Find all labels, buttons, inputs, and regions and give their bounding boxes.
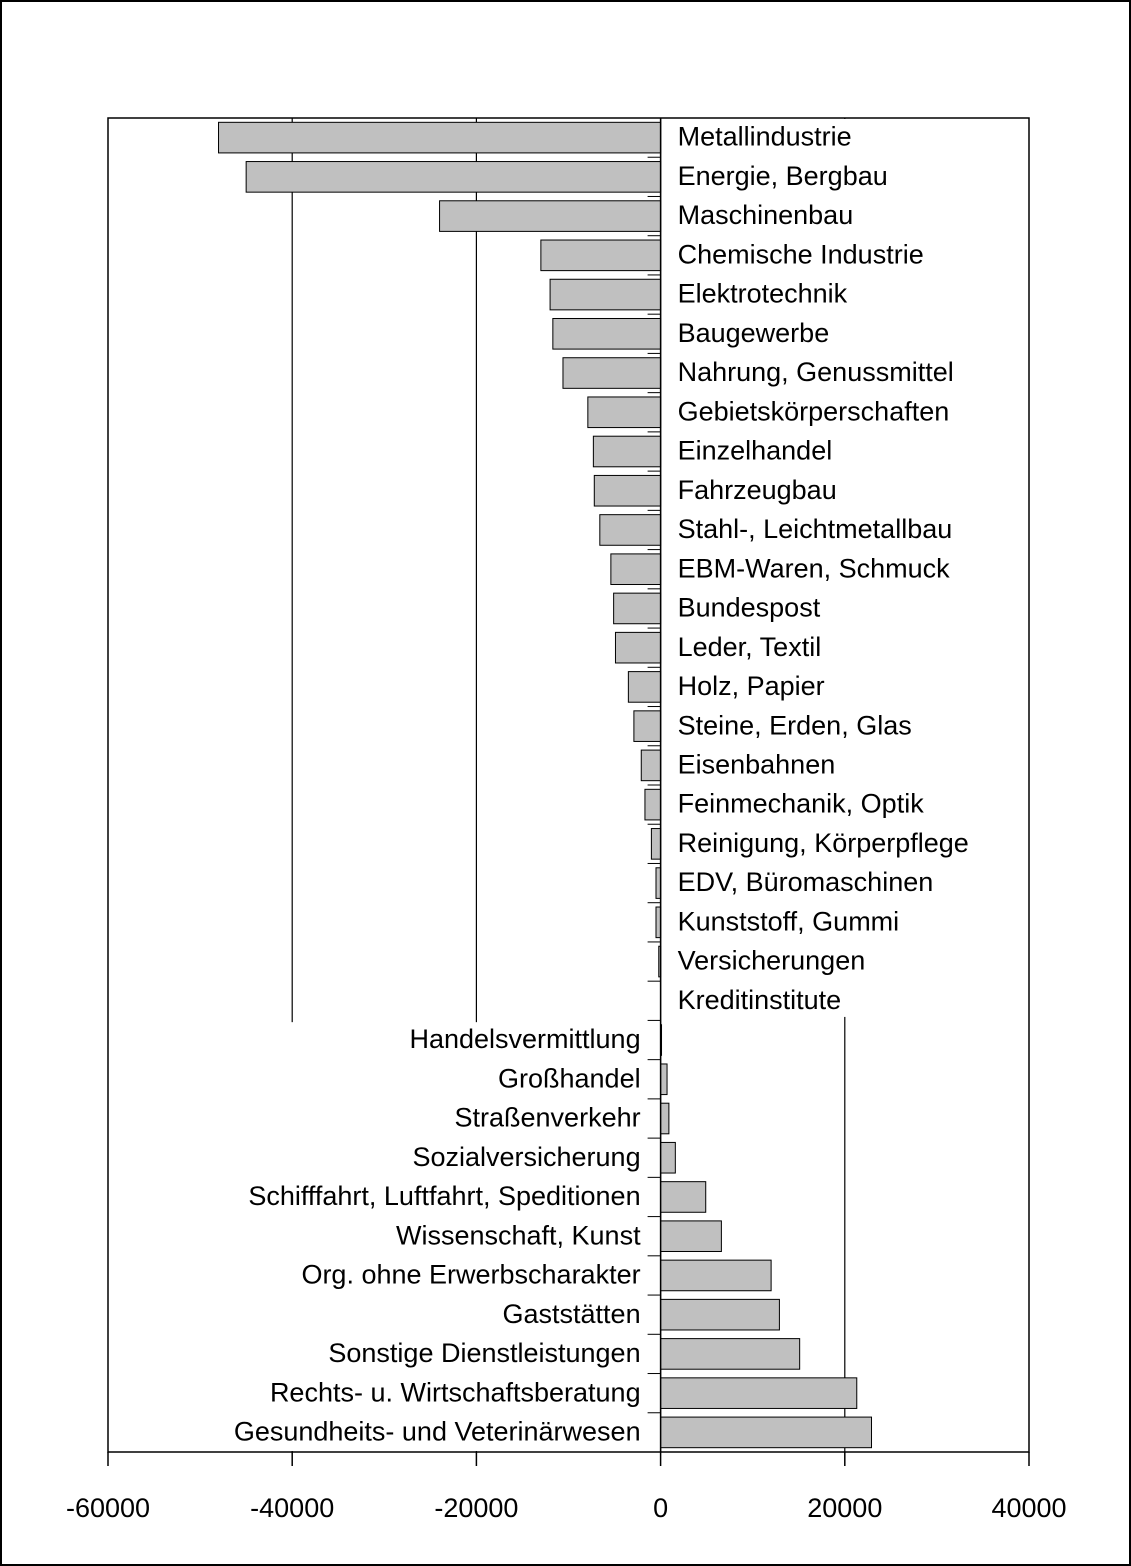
category-label: Gaststätten bbox=[503, 1299, 641, 1329]
category-label: Leder, Textil bbox=[678, 632, 822, 662]
category-label: Metallindustrie bbox=[678, 122, 852, 152]
category-label: Holz, Papier bbox=[678, 671, 825, 701]
category-label: Bundespost bbox=[678, 593, 821, 623]
category-label: Nahrung, Genussmittel bbox=[678, 357, 954, 387]
label-background bbox=[229, 1022, 647, 1451]
bar bbox=[633, 710, 662, 742]
bar bbox=[627, 671, 662, 703]
bar bbox=[640, 749, 662, 782]
bar bbox=[650, 828, 662, 860]
bar bbox=[218, 121, 662, 154]
bar bbox=[552, 317, 662, 350]
category-label: Kreditinstitute bbox=[678, 985, 842, 1015]
bar bbox=[439, 200, 662, 232]
category-label: Schifffahrt, Luftfahrt, Speditionen bbox=[248, 1181, 640, 1211]
bar bbox=[592, 435, 662, 468]
bar bbox=[587, 396, 662, 429]
bar bbox=[549, 278, 662, 311]
plot-area bbox=[107, 117, 1030, 1453]
category-label: Stahl-, Leichtmetallbau bbox=[678, 514, 953, 544]
bar bbox=[660, 1102, 670, 1135]
bar bbox=[540, 239, 662, 272]
category-label: Kunststoff, Gummi bbox=[678, 906, 900, 936]
bar bbox=[660, 1377, 858, 1409]
category-label: Steine, Erden, Glas bbox=[678, 710, 912, 740]
bar bbox=[660, 1416, 873, 1449]
category-label: Einzelhandel bbox=[678, 436, 833, 466]
bar bbox=[660, 1063, 668, 1096]
category-label: Chemische Industrie bbox=[678, 239, 924, 269]
x-tick-label: -40000 bbox=[250, 1493, 334, 1523]
bar bbox=[245, 161, 662, 193]
category-label: EDV, Büromaschinen bbox=[678, 867, 934, 897]
x-tick-label: -20000 bbox=[434, 1493, 518, 1523]
bar bbox=[599, 514, 662, 546]
category-label: Versicherungen bbox=[678, 946, 866, 976]
category-label: Org. ohne Erwerbscharakter bbox=[301, 1260, 640, 1290]
category-label: EBM-Waren, Schmuck bbox=[678, 553, 951, 583]
bar bbox=[614, 631, 662, 664]
bar bbox=[644, 788, 662, 821]
category-label: Maschinenbau bbox=[678, 200, 854, 230]
bar bbox=[660, 1259, 772, 1292]
category-label: Elektrotechnik bbox=[678, 279, 848, 309]
x-tick-label: 20000 bbox=[807, 1493, 882, 1523]
bar bbox=[562, 357, 662, 389]
category-label: Fahrzeugbau bbox=[678, 475, 837, 505]
bar bbox=[660, 1141, 676, 1174]
category-label: Eisenbahnen bbox=[678, 750, 836, 780]
x-tick-label: 40000 bbox=[991, 1493, 1066, 1523]
category-label: Handelsvermittlung bbox=[409, 1024, 640, 1054]
category-label: Gesundheits- und Veterinärwesen bbox=[234, 1417, 641, 1447]
category-label: Wissenschaft, Kunst bbox=[396, 1220, 641, 1250]
category-label: Großhandel bbox=[498, 1063, 641, 1093]
label-backgrounds bbox=[229, 119, 973, 1451]
bar bbox=[613, 592, 662, 625]
category-label: Straßenverkehr bbox=[455, 1103, 641, 1133]
category-label: Rechts- u. Wirtschaftsberatung bbox=[270, 1377, 641, 1407]
x-tick-label: 0 bbox=[653, 1493, 668, 1523]
category-label: Feinmechanik, Optik bbox=[678, 789, 925, 819]
bar bbox=[660, 1181, 707, 1213]
bar bbox=[660, 1338, 801, 1370]
label-background bbox=[662, 119, 973, 1017]
category-label: Reinigung, Körperpflege bbox=[678, 828, 969, 858]
category-label: Sozialversicherung bbox=[412, 1142, 640, 1172]
category-label: Sonstige Dienstleistungen bbox=[328, 1338, 640, 1368]
category-label: Energie, Bergbau bbox=[678, 161, 888, 191]
bar bbox=[610, 553, 662, 586]
x-tick-label: -60000 bbox=[66, 1493, 150, 1523]
category-label: Baugewerbe bbox=[678, 318, 830, 348]
bar bbox=[660, 1220, 722, 1253]
category-label: Gebietskörperschaften bbox=[678, 396, 950, 426]
bar bbox=[660, 1298, 780, 1331]
bar bbox=[593, 474, 662, 507]
